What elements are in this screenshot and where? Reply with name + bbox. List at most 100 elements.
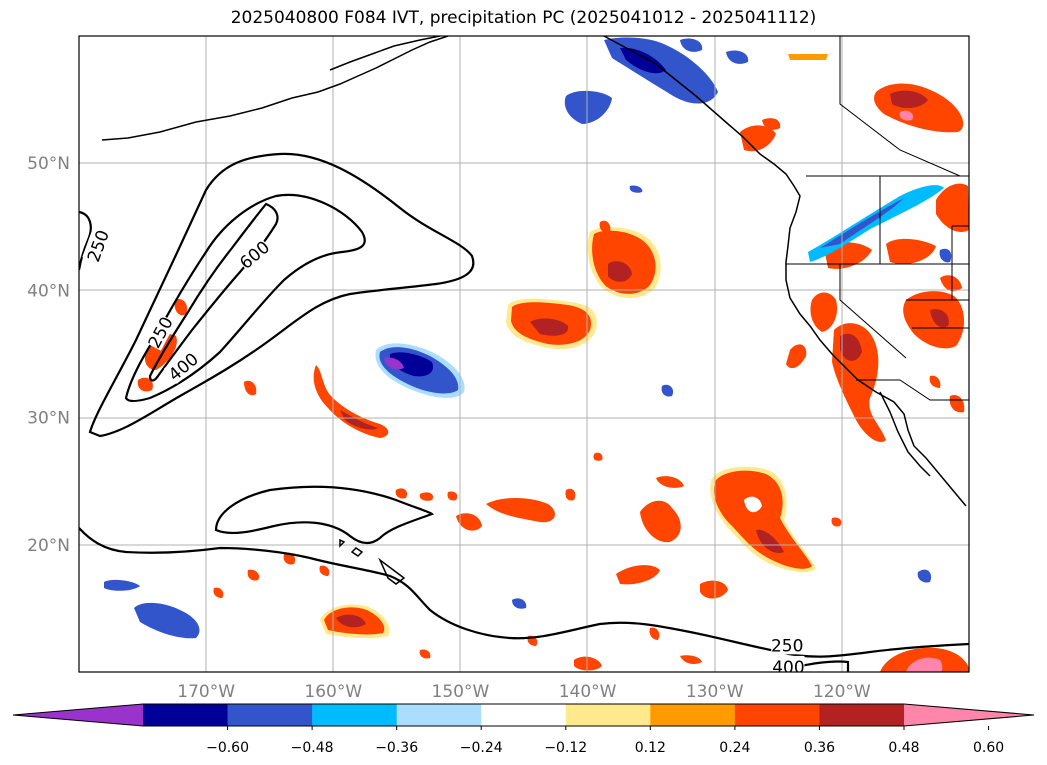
lon-tick-label: 130°W	[686, 682, 744, 702]
precip-blob	[930, 309, 949, 328]
coastline-na	[603, 36, 967, 507]
colorbar-segment	[481, 704, 567, 726]
precip-blob	[599, 220, 611, 233]
contour-label-bg	[143, 313, 176, 351]
precip-blob	[649, 627, 660, 640]
precip-blob	[929, 375, 941, 388]
precip-blob	[936, 183, 969, 233]
lon-tick-label: 140°W	[559, 682, 617, 702]
precip-blob	[530, 318, 569, 336]
coastline-hawaii-3	[339, 538, 346, 548]
precip-blob	[593, 452, 603, 461]
lat-tick-label: 30°N	[27, 409, 70, 429]
precip-blob	[447, 491, 458, 501]
lon-tick-label: 160°W	[304, 682, 362, 702]
precip-blob	[756, 529, 784, 554]
colorbar-tick-label: 0.36	[804, 740, 835, 756]
precip-blob	[680, 38, 703, 52]
contour-label-bg	[163, 348, 202, 384]
contour-label-bg	[82, 227, 113, 264]
precip-blob	[174, 298, 188, 316]
precip-blob	[917, 569, 932, 583]
precip-blob	[574, 656, 602, 671]
precip-blob	[740, 125, 776, 152]
precip-blob	[592, 230, 656, 294]
precip-blob	[874, 83, 964, 133]
ivt-contour-250	[88, 152, 475, 438]
precip-blob	[726, 50, 749, 64]
precip-blob	[786, 344, 807, 369]
precip-blob	[744, 496, 762, 513]
precip-blob	[247, 569, 260, 581]
ivt-contour-250-south-2	[79, 527, 969, 658]
precip-blob	[319, 565, 330, 576]
colorbar	[12, 703, 1035, 727]
precip-blob	[564, 90, 612, 124]
precip-blob	[890, 90, 928, 109]
precip-blob	[906, 657, 943, 672]
contour-label-bg	[235, 236, 273, 272]
precip-blob	[395, 488, 408, 499]
colorbar-outline	[12, 703, 1035, 727]
contour-label: 250	[771, 636, 803, 656]
ivt-contour-250-west	[79, 210, 92, 271]
border-canada-province	[839, 36, 961, 177]
precip-blob	[700, 580, 728, 599]
lat-tick-labels: 20°N 30°N 40°N 50°N	[27, 154, 70, 556]
coastline-alaska	[329, 36, 441, 71]
coastline-hawaii-2	[350, 547, 364, 557]
precip-blob	[680, 655, 702, 664]
colorbar-tick-label: −0.48	[291, 740, 334, 756]
lat-tick-label: 20°N	[27, 536, 70, 556]
colorbar-extend-min	[13, 704, 143, 726]
lat-tick-label: 40°N	[27, 281, 70, 301]
colorbar-tick-labels: −0.60 −0.48 −0.36 −0.24 −0.12 0.12 0.24 0.36 0.4…	[206, 726, 1004, 756]
lon-tick-label: 150°W	[432, 682, 490, 702]
political-borders	[786, 36, 969, 401]
precip-blob	[137, 377, 153, 392]
precip-blob	[283, 552, 296, 565]
coastlines	[101, 36, 967, 585]
ivt-contour-250-south	[214, 485, 435, 545]
map-frame	[78, 35, 970, 673]
colorbar-segment	[819, 704, 905, 726]
ivt-contour-400	[124, 193, 366, 403]
contour-label-bg	[772, 655, 805, 672]
colorbar-segment	[227, 704, 313, 726]
colorbar-tick-label: −0.60	[206, 740, 249, 756]
precip-blob	[640, 500, 681, 543]
coastline-baja	[879, 391, 931, 477]
lat-tick-label: 50°N	[27, 154, 70, 174]
precip-blob	[313, 365, 389, 438]
colorbar-tick-label: 0.60	[973, 740, 1004, 756]
graticule	[79, 36, 969, 672]
coastline-hawaii	[378, 557, 406, 585]
colorbar-tick-label: 0.12	[635, 740, 666, 756]
colorbar-segment	[734, 704, 820, 726]
precip-blob	[456, 513, 482, 531]
precip-blob	[949, 394, 965, 413]
precip-blob	[820, 198, 904, 248]
precip-blob	[419, 492, 434, 501]
colorbar-segment	[312, 704, 398, 726]
precip-blob	[713, 470, 812, 569]
precip-blob	[565, 488, 576, 501]
contour-label: 400	[772, 658, 804, 678]
ivt-contour-600	[148, 202, 279, 382]
precip-blob	[134, 602, 200, 639]
precip-blob	[940, 275, 962, 292]
precip-blob	[810, 292, 838, 332]
precip-blob	[762, 118, 781, 130]
map-title: 2025040800 F084 IVT, precipitation PC (2…	[230, 8, 817, 28]
colorbar-segment	[650, 704, 736, 726]
precip-blob	[608, 261, 632, 282]
precip-blob	[486, 498, 555, 523]
colorbar-tick-label: −0.24	[460, 740, 503, 756]
precip-blob	[336, 614, 366, 628]
colorbar-tick-label: −0.12	[544, 740, 587, 756]
ivt-contours	[79, 152, 969, 672]
precip-blob	[661, 384, 674, 397]
coastline-aleutians	[101, 36, 449, 141]
precip-blob	[656, 476, 684, 488]
lon-tick-label: 170°W	[177, 682, 235, 702]
